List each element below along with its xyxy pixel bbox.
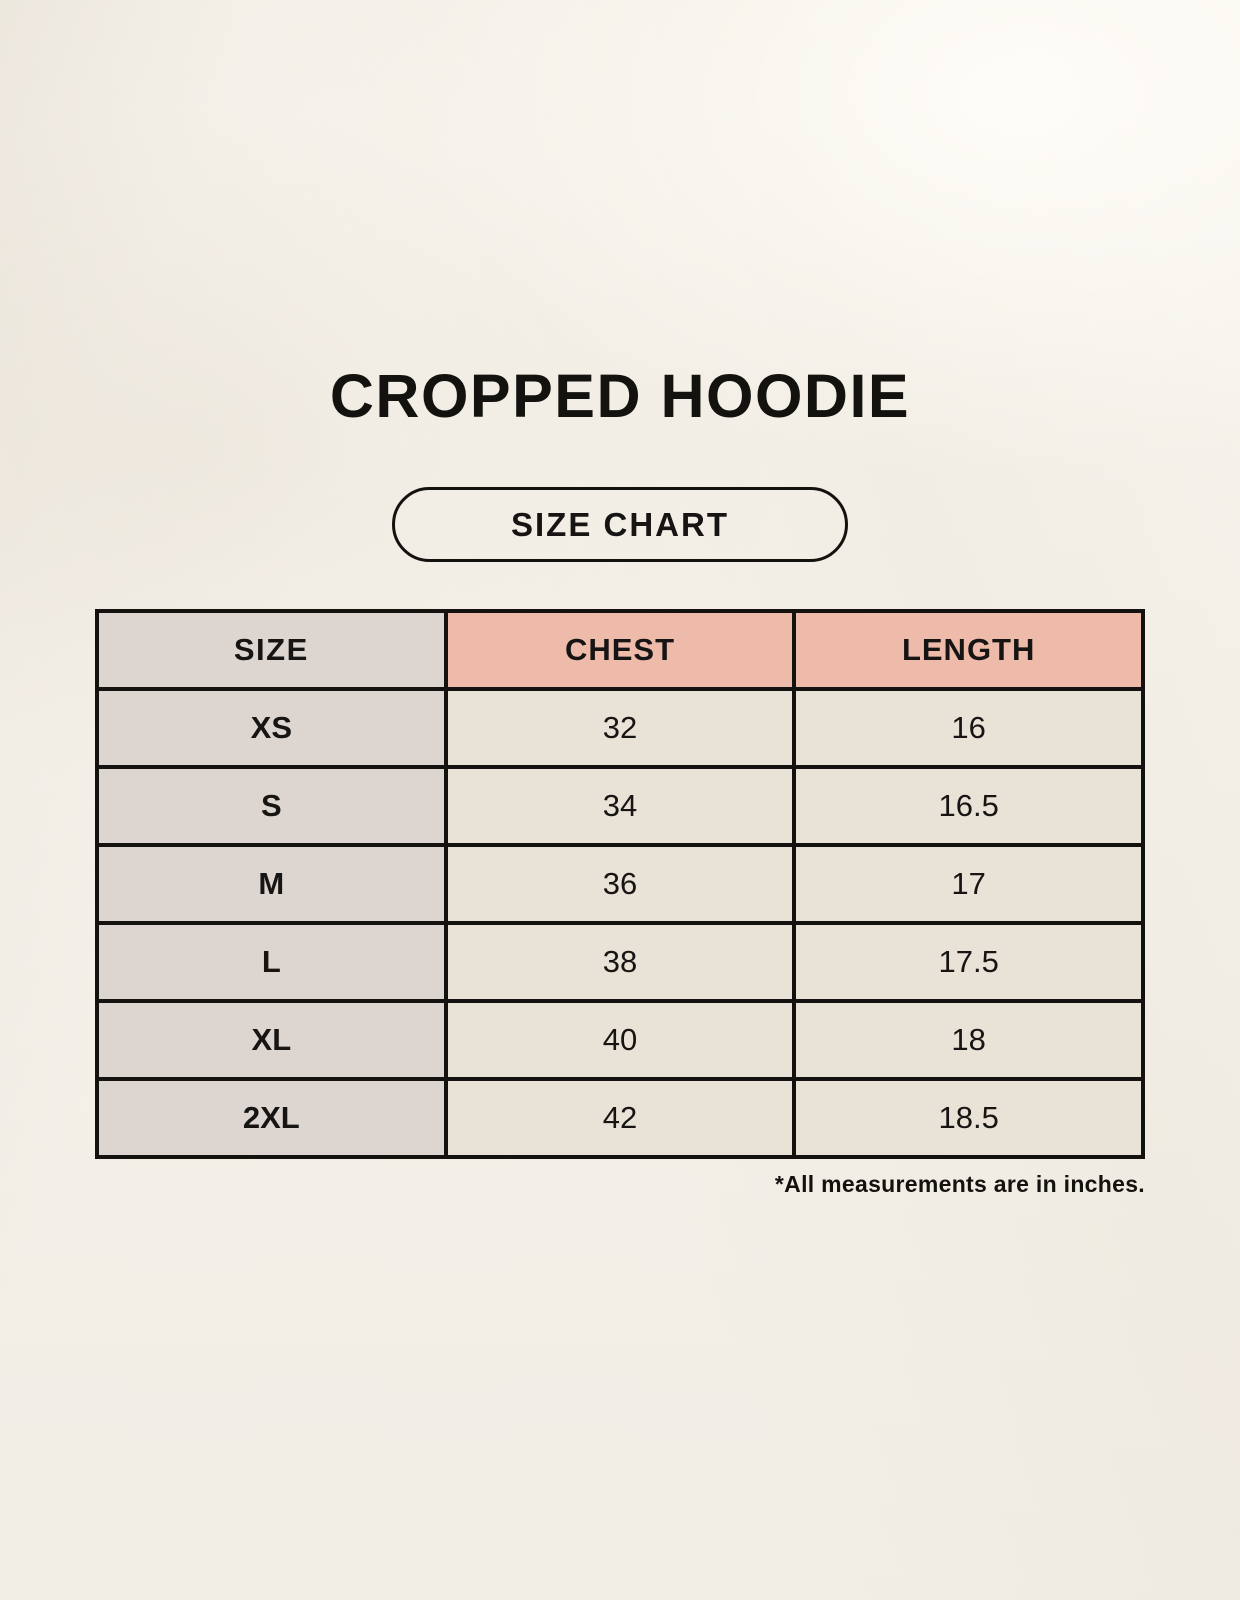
- size-chart-badge-label: SIZE CHART: [511, 505, 729, 543]
- length-cell: 16.5: [792, 765, 1145, 847]
- chest-cell: 42: [443, 1077, 797, 1159]
- chest-cell: 36: [443, 843, 797, 925]
- product-title: CROPPED HOODIE: [329, 362, 911, 430]
- column-header-chest: CHEST: [443, 609, 797, 691]
- size-chart-badge-row: SIZE CHART: [0, 487, 1240, 562]
- size-chart-page: CROPPED HOODIE SIZE CHART SIZE CHEST LEN…: [0, 362, 1240, 1197]
- size-cell: XS: [95, 687, 448, 769]
- table-row: XL 40 18: [95, 999, 1145, 1081]
- length-cell: 17: [792, 843, 1145, 925]
- table-row: 2XL 42 18.5: [95, 1077, 1145, 1159]
- chest-cell: 32: [443, 687, 797, 769]
- size-cell: S: [95, 765, 448, 847]
- size-cell: 2XL: [95, 1077, 448, 1159]
- chest-cell: 38: [443, 921, 797, 1003]
- size-table: SIZE CHEST LENGTH XS 32 16 S 34 16.5 M 3…: [95, 609, 1145, 1159]
- chest-cell: 34: [443, 765, 797, 847]
- length-cell: 16: [792, 687, 1145, 769]
- size-cell: L: [95, 921, 448, 1003]
- header-row: SIZE CHEST LENGTH: [95, 609, 1145, 691]
- table-row: M 36 17: [95, 843, 1145, 925]
- table-row: S 34 16.5: [95, 765, 1145, 847]
- chest-cell: 40: [443, 999, 797, 1081]
- size-chart-badge: SIZE CHART: [392, 487, 848, 562]
- table-row: L 38 17.5: [95, 921, 1145, 1003]
- table-row: XS 32 16: [95, 687, 1145, 769]
- length-cell: 18.5: [792, 1077, 1145, 1159]
- size-table-header: SIZE CHEST LENGTH: [95, 609, 1145, 691]
- length-cell: 18: [792, 999, 1145, 1081]
- column-header-length: LENGTH: [792, 609, 1145, 691]
- size-table-body: XS 32 16 S 34 16.5 M 36 17 L 38 17.5 XL: [95, 687, 1145, 1159]
- measurements-note: *All measurements are in inches.: [774, 1171, 1145, 1197]
- length-cell: 17.5: [792, 921, 1145, 1003]
- size-cell: XL: [95, 999, 448, 1081]
- column-header-size: SIZE: [95, 609, 448, 691]
- size-cell: M: [95, 843, 448, 925]
